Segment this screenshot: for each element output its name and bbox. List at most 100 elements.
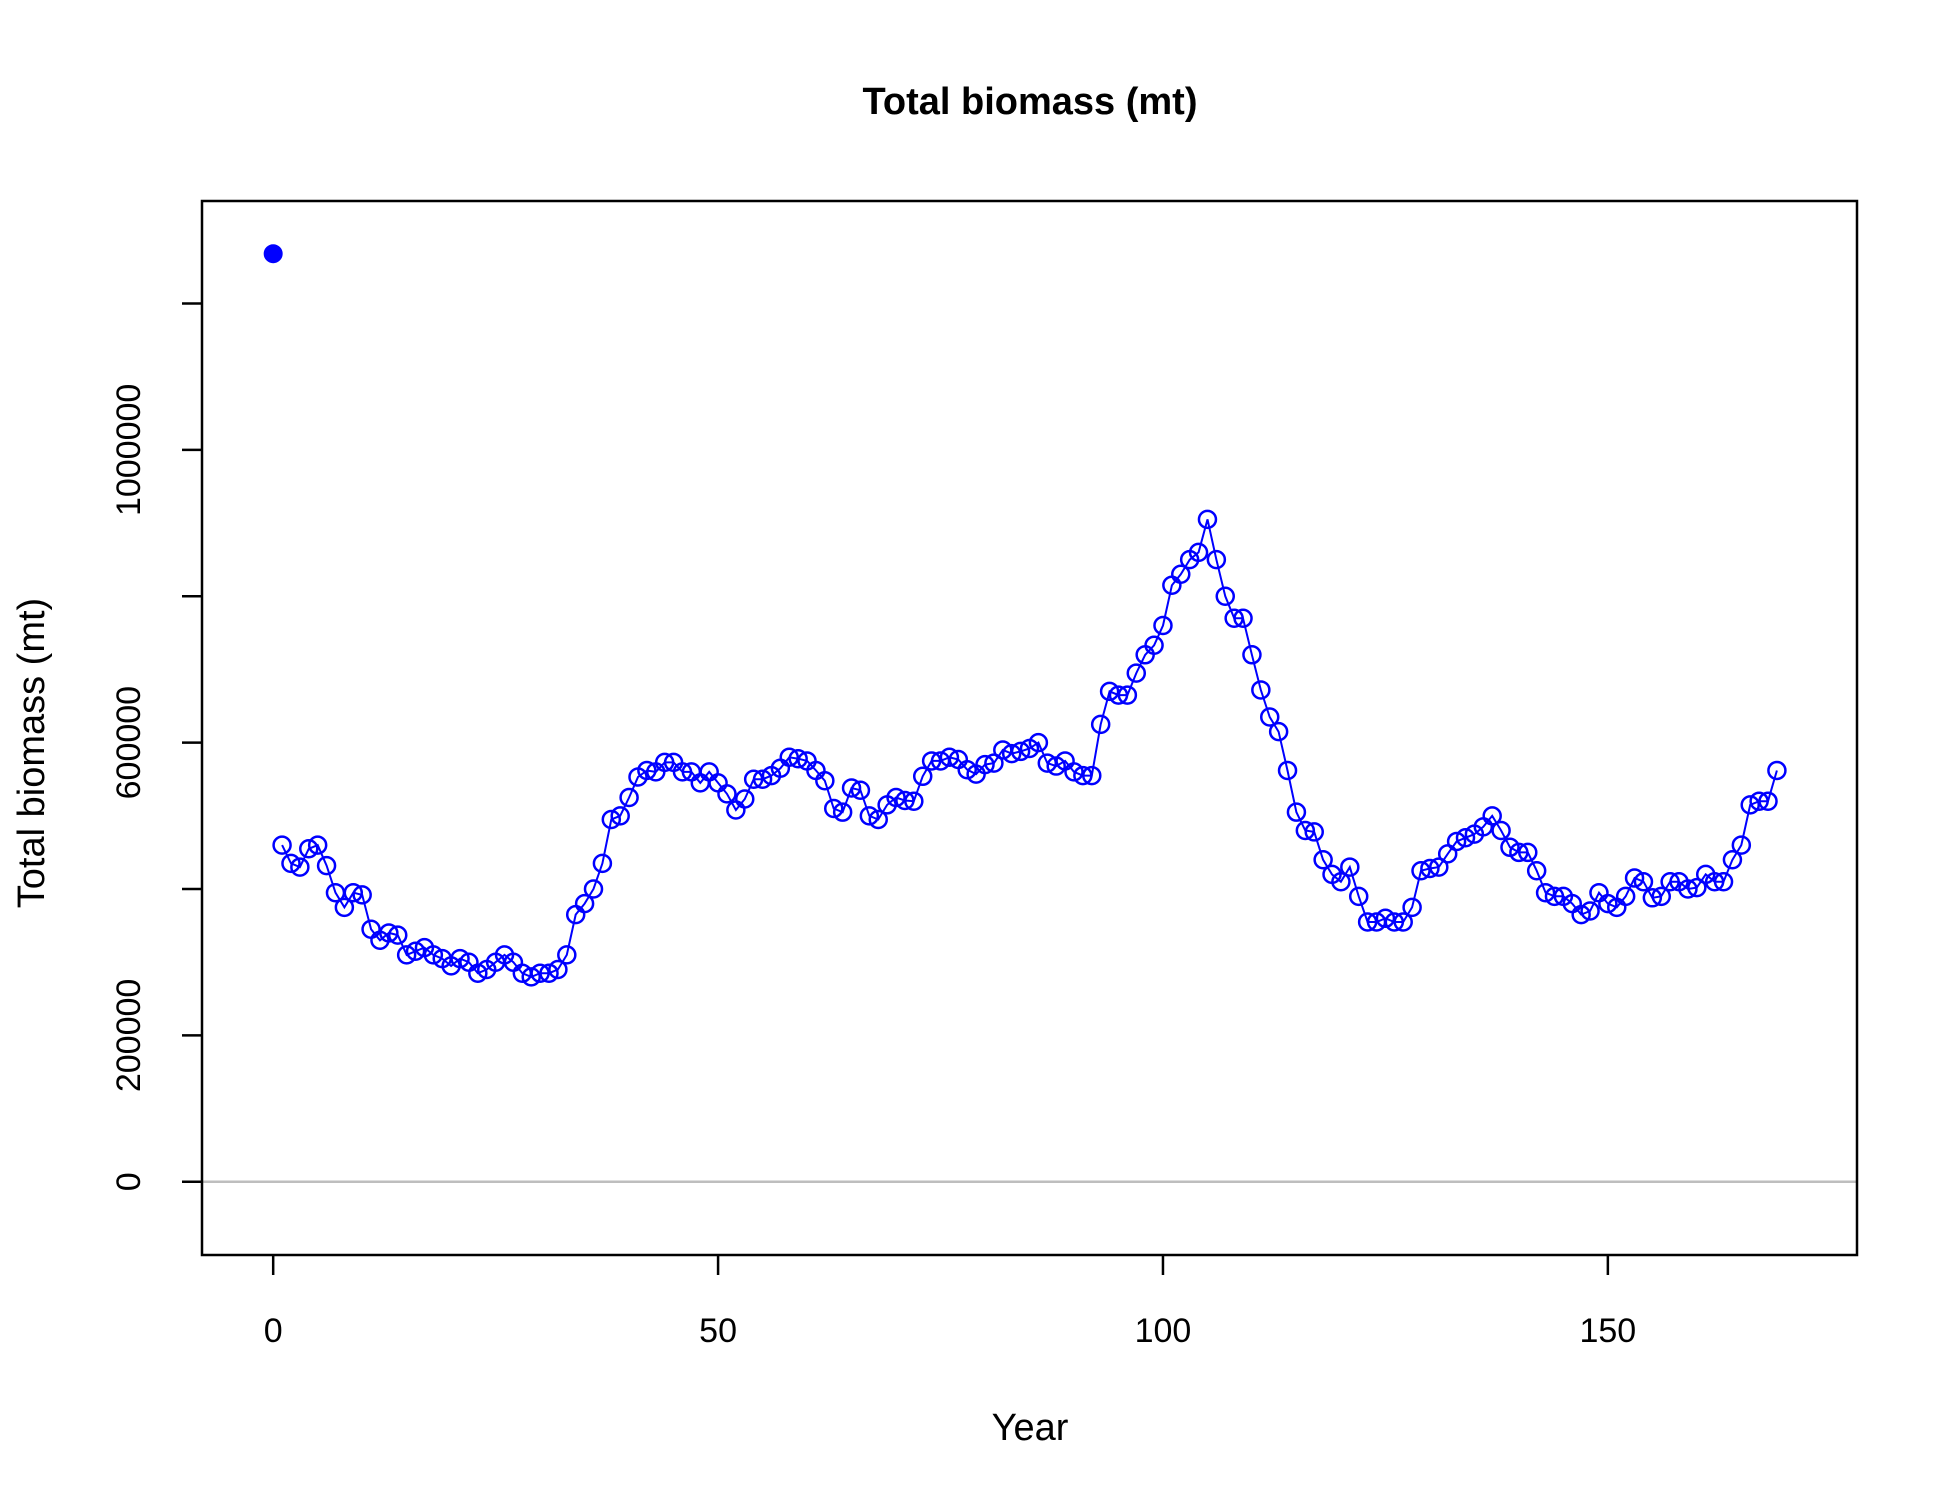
data-point bbox=[788, 748, 808, 769]
data-point bbox=[957, 759, 977, 780]
data-point bbox=[1420, 858, 1440, 879]
data-point bbox=[307, 835, 328, 855]
x-tick-label: 100 bbox=[1135, 1312, 1192, 1350]
data-point bbox=[815, 770, 835, 791]
data-point bbox=[904, 791, 924, 811]
data-point bbox=[717, 784, 737, 804]
x-axis-label: Year bbox=[992, 1407, 1069, 1449]
data-point bbox=[548, 959, 568, 980]
data-point bbox=[1001, 743, 1022, 764]
data-point bbox=[1544, 886, 1565, 907]
data-point bbox=[1188, 542, 1209, 563]
data-point bbox=[1411, 860, 1431, 881]
data-point bbox=[1144, 635, 1164, 656]
data-point bbox=[299, 839, 319, 859]
data-point bbox=[1518, 842, 1538, 863]
data-point bbox=[1082, 765, 1102, 786]
data-point bbox=[1482, 806, 1502, 826]
data-point bbox=[1758, 791, 1778, 811]
data-point bbox=[1073, 765, 1093, 786]
data-point bbox=[1535, 882, 1556, 903]
data-point bbox=[939, 747, 960, 768]
data-point bbox=[343, 882, 364, 903]
data-point bbox=[281, 853, 301, 874]
data-point bbox=[1615, 886, 1636, 907]
data-point bbox=[1028, 732, 1049, 753]
data-point bbox=[334, 897, 355, 918]
y-tick-label: 200000 bbox=[110, 979, 148, 1092]
data-point bbox=[290, 857, 310, 877]
data-point bbox=[1126, 663, 1147, 683]
data-point bbox=[521, 967, 541, 987]
data-point bbox=[1153, 615, 1173, 636]
data-point bbox=[1455, 828, 1476, 848]
data-point bbox=[1749, 791, 1769, 811]
data-point bbox=[1687, 877, 1707, 898]
data-point bbox=[379, 923, 399, 943]
data-point bbox=[574, 893, 595, 914]
data-point bbox=[895, 790, 915, 811]
data-point bbox=[1064, 762, 1084, 782]
x-tick-label: 150 bbox=[1579, 1312, 1636, 1350]
data-point bbox=[1740, 795, 1760, 815]
y-tick-label: 1000000 bbox=[110, 384, 148, 516]
data-point bbox=[841, 778, 862, 798]
data-point bbox=[1171, 564, 1191, 585]
data-point bbox=[557, 945, 577, 965]
data-point bbox=[388, 925, 408, 945]
data-point bbox=[779, 747, 800, 768]
data-point bbox=[1722, 850, 1743, 870]
data-point bbox=[1491, 820, 1511, 841]
data-point bbox=[1268, 721, 1289, 742]
data-point bbox=[859, 806, 880, 826]
data-point bbox=[735, 789, 755, 809]
data-point bbox=[1384, 912, 1405, 932]
data-point bbox=[1642, 888, 1663, 908]
chart-title: Total biomass (mt) bbox=[863, 81, 1198, 123]
data-point bbox=[1197, 509, 1218, 530]
data-point bbox=[1704, 871, 1725, 892]
data-point bbox=[1429, 857, 1449, 877]
data-point bbox=[1224, 608, 1244, 628]
data-point bbox=[1660, 871, 1680, 892]
data-point bbox=[396, 945, 417, 965]
data-point bbox=[1304, 822, 1324, 842]
data-point bbox=[743, 769, 764, 789]
data-point bbox=[1767, 760, 1787, 781]
data-point bbox=[539, 963, 559, 983]
data-point bbox=[1108, 685, 1129, 705]
data-point bbox=[1295, 820, 1316, 841]
data-point bbox=[610, 806, 630, 826]
data-point bbox=[921, 751, 942, 771]
data-point bbox=[450, 948, 470, 969]
y-tick-label: 600000 bbox=[110, 686, 148, 799]
data-point bbox=[1357, 912, 1378, 932]
data-point bbox=[1580, 901, 1600, 921]
data-point bbox=[1375, 908, 1396, 929]
data-point bbox=[423, 945, 444, 965]
data-point bbox=[1259, 707, 1280, 727]
data-point bbox=[823, 798, 844, 819]
data-point bbox=[1731, 835, 1752, 855]
data-point bbox=[1526, 860, 1547, 881]
data-point bbox=[1571, 904, 1591, 925]
data-point bbox=[1402, 897, 1422, 918]
data-point bbox=[1340, 857, 1360, 877]
data-point bbox=[1331, 871, 1351, 892]
virgin-biomass-point bbox=[263, 244, 283, 264]
data-point bbox=[672, 762, 693, 782]
data-point bbox=[530, 963, 550, 983]
data-point bbox=[583, 879, 604, 899]
data-point bbox=[1313, 850, 1333, 870]
data-point bbox=[468, 963, 488, 983]
data-point bbox=[1233, 608, 1253, 628]
data-point bbox=[1446, 831, 1467, 852]
data-point bbox=[619, 787, 639, 808]
x-tick-label: 50 bbox=[699, 1312, 737, 1350]
data-point bbox=[1215, 586, 1236, 606]
data-point bbox=[975, 754, 995, 775]
data-point bbox=[1393, 912, 1413, 932]
data-point bbox=[405, 941, 426, 961]
